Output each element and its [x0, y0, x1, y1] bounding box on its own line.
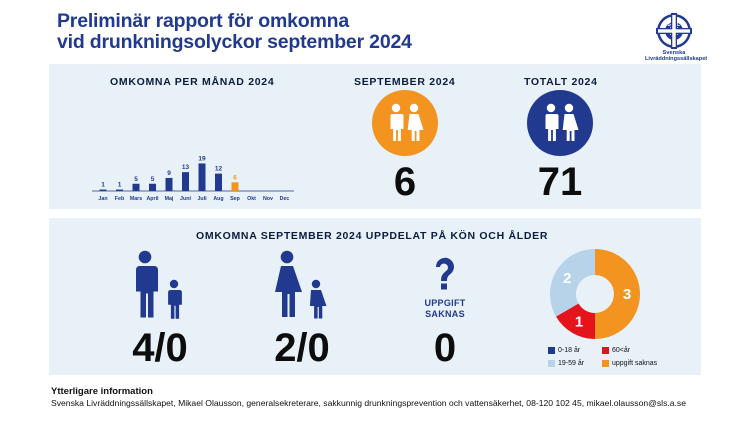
monthly-heading: OMKOMNA PER MÅNAD 2024 [110, 76, 275, 88]
x-tick-label: Sep [230, 196, 240, 202]
footer-contact: Svenska Livräddningssällskapet, Mikael O… [51, 398, 686, 408]
footer-heading: Ytterligare information [51, 386, 153, 397]
page-title: Preliminär rapport för omkomna vid drunk… [57, 11, 412, 53]
bar-maj [165, 177, 173, 191]
legend-swatch [548, 360, 555, 367]
legend-item: 19-59 år [548, 360, 584, 367]
x-tick-label: Juni [180, 196, 191, 202]
data-label: 6 [233, 174, 237, 181]
pie-slice [550, 249, 595, 317]
data-label: 19 [198, 155, 206, 162]
data-label: 12 [215, 166, 223, 173]
logo-text-2: Livräddningssällskapet [645, 56, 708, 62]
legend-label: 19-59 år [558, 360, 585, 367]
logo-letter: S [672, 36, 676, 42]
donut-legend: 0-18 år 60<år 19-59 år uppgift saknas [548, 347, 658, 371]
pie-slice [595, 249, 640, 339]
bar-juni [182, 172, 189, 191]
september-heading: SEPTEMBER 2024 [354, 76, 456, 88]
x-tick-label: Nov [263, 196, 273, 202]
question-mark-icon [435, 257, 454, 290]
man-woman-icon [527, 90, 593, 156]
bar-sep [231, 182, 239, 191]
x-tick-label: April [146, 196, 159, 202]
x-tick-label: Okt [247, 196, 256, 202]
slice-label: 2 [563, 270, 571, 287]
men-count: 4/0 [132, 326, 188, 370]
legend-swatch [602, 347, 609, 354]
lifebuoy-icon: S L S [656, 13, 692, 49]
logo-text-1: Svenska [662, 50, 686, 56]
unknown-count: 0 [433, 326, 457, 370]
breakdown-panel [49, 218, 701, 375]
data-label: 1 [101, 182, 105, 189]
woman-child-icon [275, 250, 327, 319]
title-line-2: vid drunkningsolyckor september 2024 [57, 31, 412, 53]
logo-letter: S [668, 22, 672, 28]
legend-item: uppgift saknas [602, 360, 657, 367]
sls-logo: S L S Svenska Livräddningssällskapet [645, 12, 708, 72]
legend-label: uppgift saknas [612, 360, 658, 367]
logo-letter: L [677, 22, 680, 28]
legend-label: 0-18 år [558, 347, 581, 354]
data-label: 13 [182, 164, 190, 171]
slice-label: 3 [623, 286, 631, 303]
data-label: 9 [167, 170, 171, 177]
breakdown-heading: OMKOMNA SEPTEMBER 2024 UPPDELAT PÅ KÖN O… [196, 230, 549, 242]
title-line-1: Preliminär rapport för omkomna [57, 10, 349, 32]
bar-mars [132, 183, 140, 191]
x-tick-label: Aug [213, 196, 223, 202]
bar-juli [198, 163, 206, 191]
women-count: 2/0 [274, 326, 330, 370]
man-child-icon [135, 250, 182, 319]
data-label: 5 [134, 176, 138, 183]
legend-item: 60<år [602, 347, 630, 354]
unknown-label-line-1: UPPGIFT [424, 298, 466, 308]
bar-aug [215, 173, 222, 191]
bar-jan [99, 189, 107, 191]
legend-swatch [548, 347, 555, 354]
data-label: 1 [118, 182, 122, 189]
pie-slice [556, 303, 595, 339]
legend-swatch [602, 360, 609, 367]
september-total: 6 [393, 160, 417, 204]
x-tick-label: Dec [280, 196, 290, 202]
legend-label: 60<år [612, 347, 631, 354]
bar-feb [116, 189, 123, 191]
slice-label: 1 [575, 314, 583, 331]
year-total: 71 [537, 160, 583, 204]
unknown-label-line-2: SAKNAS [425, 309, 465, 319]
x-tick-label: Maj [165, 196, 174, 202]
total-heading: TOTALT 2024 [524, 76, 598, 88]
legend-item: 0-18 år [548, 347, 580, 354]
x-tick-label: Feb [115, 196, 125, 202]
man-woman-icon [372, 90, 438, 156]
x-tick-label: Mars [130, 196, 142, 202]
age-donut-chart: 3 1 2 [550, 249, 640, 339]
monthly-bar-chart: 1 Jan 1 Feb 5 Mars 5 April 9 Maj 13 Juni 19 Juli 12 Aug… [92, 155, 294, 202]
x-tick-label: Juli [197, 196, 207, 202]
data-label: 5 [151, 176, 155, 183]
bar-april [149, 183, 156, 191]
x-tick-label: Jan [98, 196, 107, 202]
unknown-label: UPPGIFT SAKNAS [412, 298, 478, 320]
